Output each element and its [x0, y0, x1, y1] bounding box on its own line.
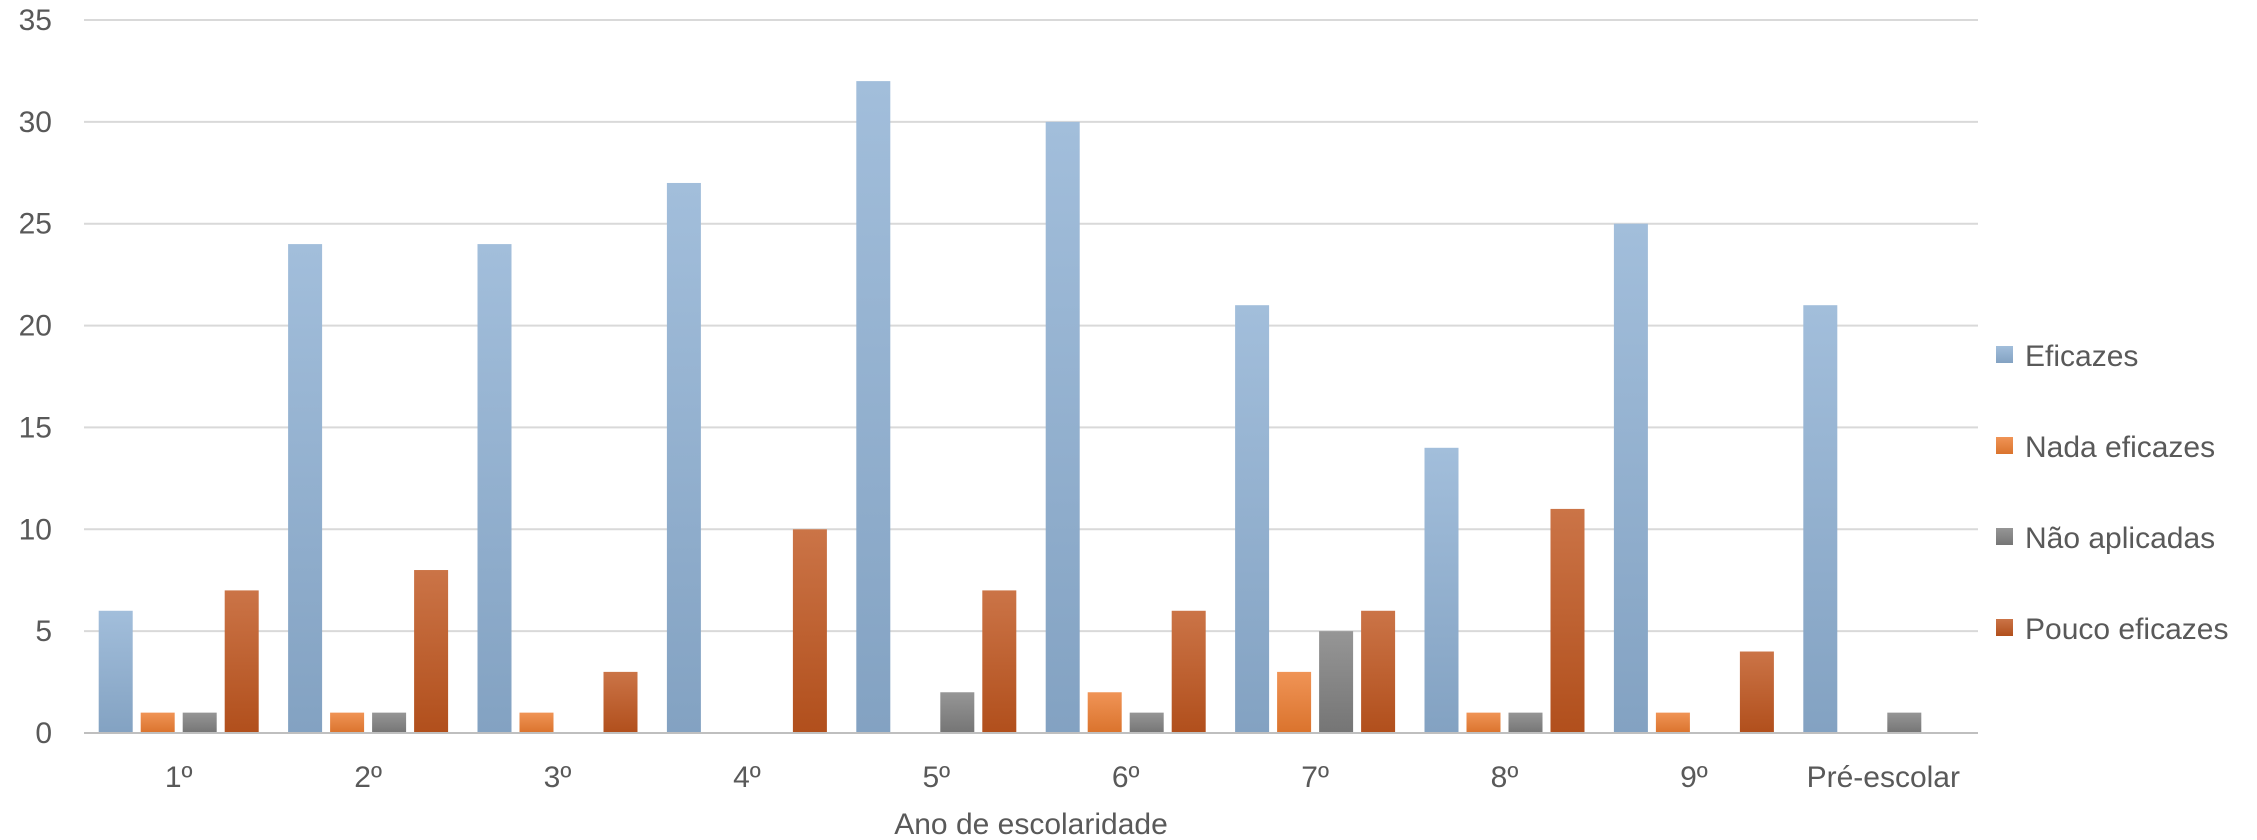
bar-pouco-eficazes-8 [1550, 508, 1585, 733]
bar-pouco-eficazes-3 [603, 671, 638, 733]
legend-swatch [1996, 437, 2013, 454]
x-axis-title: Ano de escolaridade [894, 808, 1168, 840]
legend-swatch [1996, 528, 2013, 545]
bar-nada-eficazes-8 [1466, 712, 1501, 733]
x-axis-ticks: 1º 2º 3º 4º 5º 6º 7º 8º 9º Pré-escolar [165, 761, 1960, 794]
legend-label: Pouco eficazes [2025, 613, 2228, 646]
x-tick-label: 4º [733, 761, 761, 794]
bar-eficazes-2 [288, 244, 323, 734]
y-tick-label: 5 [35, 615, 52, 648]
bar-eficazes-4 [666, 182, 701, 733]
x-tick-label: 9º [1680, 761, 1708, 794]
y-tick-label: 30 [19, 106, 52, 139]
x-tick-label: 6º [1112, 761, 1140, 794]
bar-eficazes-8 [1424, 447, 1459, 733]
bar-pouco-eficazes-4 [792, 529, 827, 733]
bars [98, 81, 1922, 734]
bar-não-aplicadas-8 [1508, 712, 1543, 733]
x-tick-label: 7º [1301, 761, 1329, 794]
bar-nada-eficazes-7 [1277, 671, 1312, 733]
bar-eficazes-1 [98, 610, 133, 733]
bar-não-aplicadas-5 [940, 692, 975, 733]
bar-nada-eficazes-2 [330, 712, 365, 733]
bar-não-aplicadas-2 [372, 712, 407, 733]
gridlines [84, 19, 1978, 633]
bar-pouco-eficazes-6 [1171, 610, 1206, 733]
legend-swatch [1996, 619, 2013, 636]
bar-pouco-eficazes-2 [414, 570, 449, 733]
x-tick-label: Pré-escolar [1807, 761, 1960, 794]
bar-nada-eficazes-9 [1655, 712, 1690, 733]
bar-pouco-eficazes-1 [224, 590, 259, 733]
x-tick-label: 3º [544, 761, 572, 794]
y-tick-label: 20 [19, 310, 52, 343]
y-axis-ticks: 0 5 10 15 20 25 30 35 [19, 4, 52, 750]
y-tick-label: 35 [19, 4, 52, 37]
y-tick-label: 0 [35, 717, 52, 750]
legend-label: Eficazes [2025, 340, 2138, 373]
bar-eficazes-10 [1803, 305, 1838, 733]
bar-eficazes-7 [1235, 305, 1270, 733]
bar-pouco-eficazes-9 [1739, 651, 1774, 733]
bar-pouco-eficazes-5 [982, 590, 1017, 733]
bar-eficazes-6 [1045, 121, 1080, 734]
bar-nada-eficazes-1 [140, 712, 175, 733]
legend-label: Nada eficazes [2025, 431, 2215, 464]
y-tick-label: 10 [19, 513, 52, 546]
legend: Eficazes Nada eficazes Não aplicadas Pouco … [1996, 340, 2228, 646]
bar-não-aplicadas-10 [1887, 712, 1922, 733]
bar-eficazes-3 [477, 244, 512, 734]
bar-eficazes-5 [856, 81, 891, 734]
x-tick-label: 8º [1491, 761, 1519, 794]
bar-eficazes-9 [1613, 223, 1648, 733]
x-tick-label: 2º [354, 761, 382, 794]
bar-nada-eficazes-3 [519, 712, 554, 733]
legend-label: Não aplicadas [2025, 522, 2215, 555]
bar-nada-eficazes-6 [1087, 692, 1122, 733]
x-tick-label: 1º [165, 761, 193, 794]
bar-não-aplicadas-6 [1129, 712, 1164, 733]
bar-não-aplicadas-7 [1319, 631, 1354, 733]
y-tick-label: 25 [19, 208, 52, 241]
y-tick-label: 15 [19, 411, 52, 444]
bar-pouco-eficazes-7 [1361, 610, 1396, 733]
legend-swatch [1996, 346, 2013, 363]
bar-não-aplicadas-1 [182, 712, 217, 733]
x-tick-label: 5º [922, 761, 950, 794]
